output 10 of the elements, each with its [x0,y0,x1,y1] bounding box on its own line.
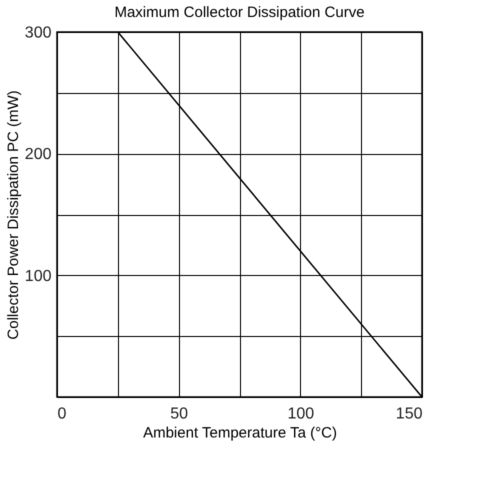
x-tick-label: 0 [58,406,66,422]
y-tick-label: 300 [24,24,52,42]
y-axis-title: Collector Power Dissipation PC (mW) [4,90,22,340]
x-tick-label: 100 [287,406,314,422]
x-axis-title: Ambient Temperature Ta (°C) [143,424,337,442]
y-tick-label: 100 [24,268,52,285]
chart-title: Maximum Collector Dissipation Curve [114,4,365,21]
x-tick-label: 50 [170,406,188,422]
y-tick-label: 200 [24,146,52,164]
x-tick-label: 150 [396,406,423,422]
